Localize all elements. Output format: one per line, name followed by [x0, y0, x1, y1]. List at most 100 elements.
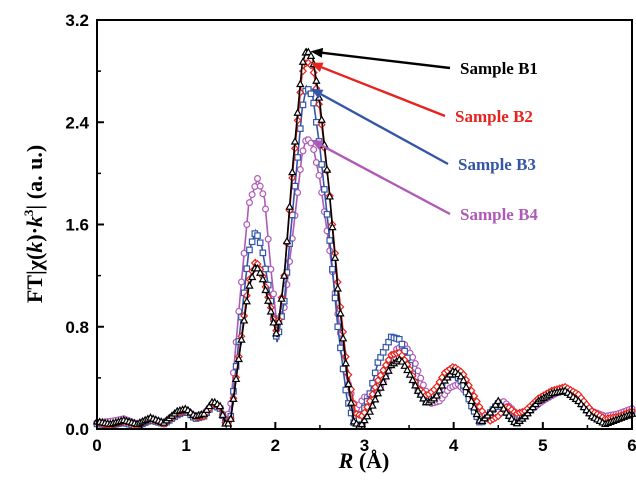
data-point — [272, 328, 281, 337]
data-point — [405, 370, 415, 378]
plot-frame — [96, 19, 633, 430]
data-point — [293, 108, 302, 116]
data-point — [338, 333, 348, 342]
data-point — [264, 235, 272, 243]
data-point — [229, 394, 238, 402]
data-point — [323, 210, 331, 218]
data-point — [491, 400, 500, 408]
data-point — [235, 307, 243, 315]
data-point — [246, 246, 253, 254]
data-point — [326, 237, 334, 244]
data-point — [242, 296, 252, 305]
data-point — [472, 397, 481, 406]
data-point — [263, 296, 273, 304]
data-point — [403, 365, 412, 374]
series-line — [96, 84, 633, 428]
data-point — [299, 147, 307, 155]
x-tick-label: 5 — [538, 436, 547, 455]
x-tick-label: 6 — [627, 436, 636, 455]
data-point — [247, 272, 257, 281]
data-point — [310, 146, 318, 154]
data-point — [401, 347, 408, 355]
data-point — [239, 315, 249, 324]
series-sample-b2 — [92, 58, 636, 430]
annotation-arrow — [321, 66, 446, 118]
data-point — [310, 99, 317, 107]
axes-layer: 0 1 2 3 4 5 6 0.0 0.8 1.6 2.4 3.2 — [65, 11, 636, 455]
data-point — [376, 371, 385, 380]
data-point — [248, 191, 256, 199]
data-point — [274, 317, 284, 325]
series-line — [96, 47, 633, 429]
annotation-arrow — [320, 144, 451, 216]
series-sample-b4 — [93, 135, 636, 428]
x-axis-title: R (Å) — [338, 448, 390, 473]
data-point — [277, 294, 286, 302]
annotation-arrowhead — [310, 139, 324, 150]
data-point — [296, 79, 305, 88]
data-point — [321, 186, 328, 193]
x-tick-label: 1 — [181, 436, 190, 455]
data-point — [384, 355, 393, 365]
data-point — [371, 383, 380, 392]
data-point — [205, 401, 214, 410]
data-point — [373, 388, 383, 397]
data-point — [486, 407, 495, 416]
data-point — [248, 238, 256, 246]
data-point — [267, 265, 275, 273]
data-point — [254, 175, 261, 182]
series-sample-b1 — [92, 47, 636, 429]
data-point — [285, 202, 294, 210]
data-point — [330, 253, 340, 261]
data-point — [488, 404, 498, 412]
data-point — [362, 411, 372, 420]
data-point — [253, 263, 262, 272]
y-axis-title: FT|χ(k)·k3| (a. u.) — [21, 145, 47, 303]
data-point — [470, 391, 479, 401]
data-point — [294, 189, 302, 197]
x-tick-label: 0 — [92, 436, 101, 455]
data-point — [317, 115, 326, 123]
data-point — [282, 236, 292, 245]
data-point — [223, 418, 233, 427]
data-point — [363, 403, 372, 412]
data-point — [254, 232, 261, 239]
data-point — [467, 396, 476, 405]
data-point — [461, 382, 471, 391]
annotation-arrow — [322, 51, 451, 70]
data-point — [336, 308, 345, 317]
data-point — [312, 76, 321, 84]
x-tick-label: 4 — [449, 436, 459, 455]
annotation-arrowhead — [310, 88, 324, 99]
data-point — [245, 199, 253, 207]
annotation-label: Sample B4 — [460, 205, 538, 224]
data-point — [243, 265, 251, 273]
data-point — [408, 375, 417, 384]
data-point — [261, 285, 270, 294]
data-point — [384, 366, 393, 374]
data-point — [365, 397, 374, 406]
annotation-label: Sample B3 — [458, 155, 536, 174]
data-point — [312, 159, 320, 166]
data-point — [464, 389, 474, 398]
data-point — [256, 182, 264, 190]
data-point — [411, 380, 420, 389]
data-point — [496, 400, 506, 408]
data-point — [437, 380, 447, 389]
annotation-label: Sample B1 — [460, 59, 538, 78]
data-point — [269, 317, 278, 326]
data-point — [296, 166, 304, 174]
data-point — [288, 167, 297, 176]
data-point — [346, 398, 356, 406]
data-point — [456, 371, 466, 380]
data-point — [259, 249, 267, 257]
annotation-arrowhead — [310, 62, 324, 72]
y-tick-label: 0.0 — [65, 420, 89, 439]
data-point — [398, 340, 406, 348]
data-point — [215, 401, 225, 410]
series-layer — [92, 47, 636, 430]
data-point — [397, 357, 407, 365]
y-tick-label: 1.6 — [65, 216, 89, 235]
data-point — [243, 221, 251, 228]
